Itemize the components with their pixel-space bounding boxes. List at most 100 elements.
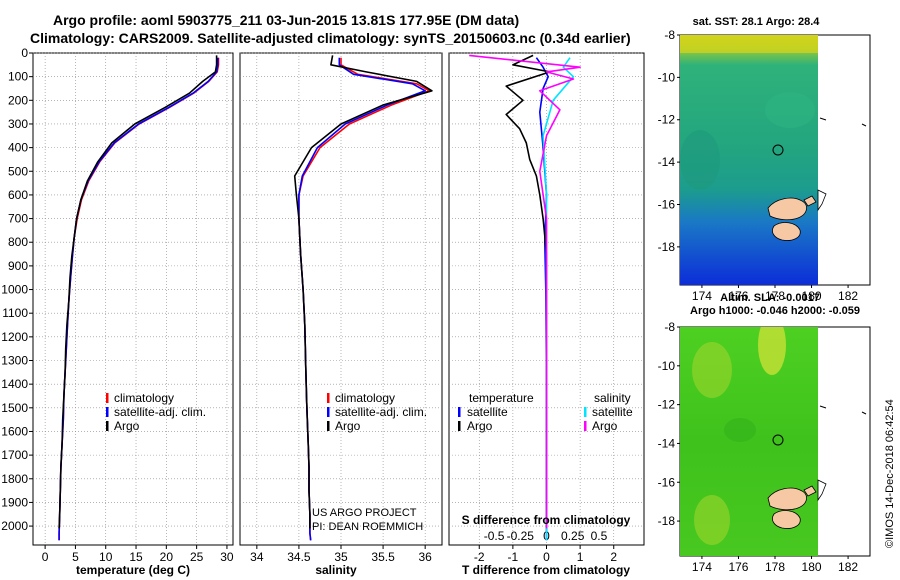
island-outline bbox=[817, 479, 827, 502]
sst-map-title: sat. SST: 28.1 Argo: 28.4 bbox=[693, 16, 821, 28]
map-xtick-label: 182 bbox=[838, 560, 858, 574]
salinity-series-climatology bbox=[298, 57, 431, 541]
sst-patch bbox=[680, 130, 720, 190]
island-outline bbox=[819, 405, 867, 415]
pressure-ytick-label: 1500 bbox=[1, 401, 28, 415]
pressure-ytick-label: 600 bbox=[8, 188, 28, 202]
temperature-series-climatology bbox=[58, 57, 220, 541]
salinity-xtick-label: 35 bbox=[334, 550, 348, 564]
difference-series-s-satellite bbox=[542, 57, 575, 541]
map-xtick-label: 174 bbox=[692, 560, 712, 574]
difference-xtick-label: -2 bbox=[474, 550, 485, 564]
difference-x2tick-label: 0.5 bbox=[591, 529, 608, 543]
map-ytick-label: -12 bbox=[658, 398, 676, 412]
legend-s-argo: Argo bbox=[592, 419, 618, 433]
legend-t-argo: Argo bbox=[467, 419, 493, 433]
legend-swatch-t-satellite bbox=[458, 407, 461, 417]
map-ytick-label: -10 bbox=[658, 70, 676, 84]
island-outline bbox=[817, 189, 827, 212]
pressure-ytick-label: 1900 bbox=[1, 495, 28, 509]
fiji-island-large bbox=[767, 487, 807, 511]
temperature-legend: climatology satellite-adj. clim. Argo bbox=[106, 391, 206, 433]
pressure-ytick-label: 1300 bbox=[1, 354, 28, 368]
pressure-ytick-label: 1800 bbox=[1, 472, 28, 486]
s-difference-axis-label: S difference from climatology bbox=[462, 513, 631, 527]
map-ytick-label: -18 bbox=[658, 514, 676, 528]
legend-swatch-argo bbox=[327, 421, 330, 431]
difference-x2tick-label: 0.25 bbox=[561, 529, 585, 543]
pressure-ytick-label: 1200 bbox=[1, 330, 28, 344]
temperature-xtick-label: 5 bbox=[72, 550, 79, 564]
salinity-xtick-label: 36 bbox=[418, 550, 432, 564]
legend-swatch-climatology bbox=[106, 393, 109, 403]
map-ytick-label: -10 bbox=[658, 359, 676, 373]
sst-map-ticks: 174 176 178 180 182 -8 -10 -12 -14 -16 -18 bbox=[658, 28, 859, 303]
project-credit-line-2: PI: DEAN ROEMMICH bbox=[312, 521, 423, 533]
pressure-ytick-label: 100 bbox=[8, 70, 28, 84]
grid-layer bbox=[33, 52, 644, 545]
island-outline bbox=[819, 117, 867, 127]
legend-swatch-s-argo bbox=[584, 421, 587, 431]
map-ytick-label: -8 bbox=[664, 320, 675, 334]
legend-salinity-head: salinity bbox=[594, 391, 631, 405]
sla-map-ticks: 174 176 178 180 182 -8 -10 -12 -14 -16 -18 bbox=[658, 320, 859, 574]
title-line-2: Climatology: CARS2009. Satellite-adjuste… bbox=[30, 30, 631, 46]
map-ytick-label: -14 bbox=[658, 436, 676, 450]
map-xtick-label: 180 bbox=[802, 560, 822, 574]
salinity-xtick-label: 34.5 bbox=[287, 550, 311, 564]
sla-profile-location-marker bbox=[772, 434, 784, 446]
sla-land bbox=[767, 405, 867, 529]
legend-swatch-satellite bbox=[106, 407, 109, 417]
project-credit-line-1: US ARGO PROJECT bbox=[312, 507, 417, 519]
sst-land bbox=[767, 117, 867, 241]
fiji-island-small bbox=[803, 485, 817, 497]
salinity-xtick-label: 35.5 bbox=[371, 550, 395, 564]
legend-swatch-t-argo bbox=[458, 421, 461, 431]
pressure-ytick-label: 1100 bbox=[2, 306, 28, 320]
salinity-series-argo bbox=[293, 55, 433, 529]
map-ytick-label: -16 bbox=[658, 475, 676, 489]
legend-satellite: satellite-adj. clim. bbox=[335, 405, 427, 419]
legend-swatch-argo bbox=[106, 421, 109, 431]
pressure-ytick-label: 1700 bbox=[1, 448, 28, 462]
temperature-series-argo bbox=[58, 55, 218, 529]
difference-xtick-label: 0 bbox=[543, 550, 550, 564]
legend-climatology: climatology bbox=[114, 391, 174, 405]
map-xtick-label: 174 bbox=[692, 289, 712, 303]
pressure-ytick-label: 700 bbox=[8, 212, 28, 226]
sla-low-patch bbox=[724, 418, 756, 442]
sst-profile-location-marker bbox=[772, 144, 784, 156]
map-xtick-label: 178 bbox=[765, 289, 785, 303]
salinity-xtick-label: 34 bbox=[250, 550, 264, 564]
sla-map-title-1: Altim. SLA: -0.0017 bbox=[720, 292, 820, 304]
difference-x2tick-label: -0.5 bbox=[484, 529, 505, 543]
difference-xtick-label: -1 bbox=[508, 550, 519, 564]
legend-swatch-satellite bbox=[327, 407, 330, 417]
map-ytick-label: -14 bbox=[658, 155, 676, 169]
sla-patch bbox=[692, 342, 732, 398]
sla-high-patch bbox=[758, 327, 786, 375]
pressure-ytick-label: 0 bbox=[21, 46, 28, 60]
temperature-xtick-label: 0 bbox=[42, 550, 49, 564]
difference-xtick-label: 1 bbox=[577, 550, 584, 564]
difference-legend: temperature salinity satellite Argo sate… bbox=[458, 391, 633, 433]
legend-temperature-head: temperature bbox=[469, 391, 534, 405]
difference-xtick-label: 2 bbox=[610, 550, 617, 564]
temperature-series-satellite-adj-clim- bbox=[58, 57, 219, 541]
pressure-ytick-label: 800 bbox=[8, 235, 28, 249]
tick-layer: 0 5 10 15 20 25 30 34 34.5 35 35.5 36 -2 -1 0 1 2 -0.5 -0.… bbox=[1, 46, 617, 564]
difference-series-s-argo bbox=[469, 54, 581, 529]
map-xtick-label: 176 bbox=[728, 289, 748, 303]
pressure-ytick-label: 1600 bbox=[1, 424, 28, 438]
map-xtick-label: 182 bbox=[838, 289, 858, 303]
difference-x2tick-label: -0.25 bbox=[507, 529, 535, 543]
title-line-1: Argo profile: aoml 5903775_211 03-Jun-20… bbox=[53, 12, 519, 28]
sst-field bbox=[680, 35, 818, 285]
salinity-legend: climatology satellite-adj. clim. Argo bbox=[327, 391, 427, 433]
fiji-island-main bbox=[772, 222, 801, 241]
pressure-ytick-label: 300 bbox=[8, 117, 28, 131]
fiji-island-large bbox=[767, 197, 807, 221]
temperature-xtick-label: 20 bbox=[160, 550, 174, 564]
series-layer bbox=[58, 54, 581, 541]
